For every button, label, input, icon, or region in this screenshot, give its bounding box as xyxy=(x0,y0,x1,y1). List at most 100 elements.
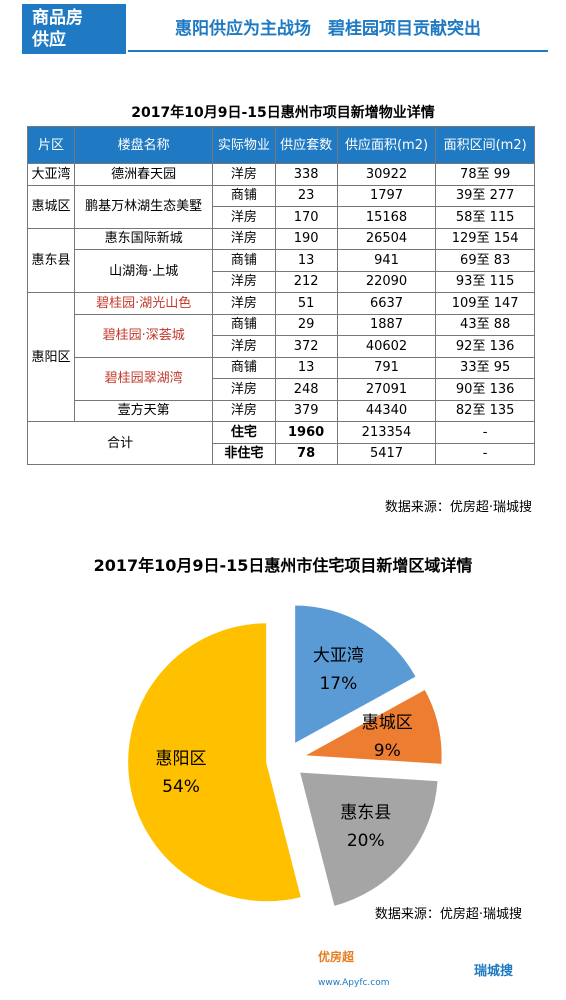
district-cell: 惠阳区 xyxy=(27,292,75,422)
url: www.Apyfc.com xyxy=(318,978,390,988)
district-cell: 惠城区 xyxy=(27,184,75,229)
project-cell: 鹏基万林湖生态美墅 xyxy=(73,184,214,229)
project-cell: 碧桂园·深荟城 xyxy=(73,313,214,358)
district-cell: 大亚湾 xyxy=(27,163,75,186)
data-cell: 30922 xyxy=(336,163,437,186)
slice-value: 9% xyxy=(374,741,401,761)
data-cell: 78至 99 xyxy=(435,163,535,186)
table-row: 惠城区 鹏基万林湖生态美墅 商铺 23 1797 39至 277 xyxy=(27,184,535,229)
tag-line: 商品房 xyxy=(32,8,83,28)
total-cell: 78 xyxy=(274,442,338,465)
total-cell: - xyxy=(435,421,535,444)
data-cell: 洋房 xyxy=(212,378,276,401)
project-cell: 碧桂园·湖光山色 xyxy=(73,292,214,315)
table-row: 洋房 248 27091 90至 136 xyxy=(28,378,535,401)
data-cell: 商铺 xyxy=(212,313,276,336)
data-cell: 洋房 xyxy=(212,292,276,315)
data-cell: 23 xyxy=(274,184,338,207)
slice-label: 惠东县 xyxy=(340,803,391,823)
data-cell: 190 xyxy=(274,227,338,250)
total-cell: 1960 xyxy=(274,421,338,444)
slice-value: 17% xyxy=(319,674,357,694)
district-cell: 惠东县 xyxy=(27,227,75,293)
total-label: 合计 xyxy=(26,421,214,465)
table-row: 惠阳区 碧桂园·湖光山色 洋房 51 6637 109至 147 xyxy=(27,292,535,422)
table-row: 壹方天第 洋房 379 44340 82至 135 xyxy=(28,399,535,422)
data-cell: 248 xyxy=(274,378,338,401)
data-cell: 6637 xyxy=(336,292,437,315)
data-cell: 13 xyxy=(274,356,338,379)
slice-value: 54% xyxy=(162,777,200,797)
data-cell: 22090 xyxy=(336,270,437,293)
total-cell: 住宅 xyxy=(212,421,276,444)
slice-label: 惠城区 xyxy=(362,713,413,733)
table-row: 洋房 372 40602 92至 136 xyxy=(28,335,535,358)
slice-value: 20% xyxy=(347,831,385,851)
table-row: 大亚湾 德洲春天园 洋房 338 30922 78至 99 xyxy=(27,163,535,186)
project-cell: 壹方天第 xyxy=(73,399,214,422)
data-cell: 29 xyxy=(274,313,338,336)
column-header: 面积区间(m2) xyxy=(435,126,535,164)
data-cell: 洋房 xyxy=(212,227,276,250)
pie-slice xyxy=(126,621,304,904)
data-cell: 51 xyxy=(274,292,338,315)
table-title: 2017年10月9日-15日惠州市项目新增物业详情 xyxy=(131,105,435,121)
total-row: 合计 住宅 1960 213354- xyxy=(26,421,535,465)
slice-label: 惠阳区 xyxy=(156,749,207,769)
data-cell: 44340 xyxy=(336,399,437,422)
pie-slice xyxy=(297,770,440,909)
data-cell: 379 xyxy=(274,399,338,422)
data-cell: 39至 277 xyxy=(435,184,535,207)
total-cell: 非住宅 xyxy=(212,442,276,465)
table-row: 碧桂园·深荟城 商铺 29 1887 43至 88 xyxy=(28,313,535,358)
pie-slice xyxy=(293,603,419,747)
table-row: 碧桂园翠湖湾 商铺 13 791 33至 95 xyxy=(28,356,535,401)
column-header: 供应面积(m2) xyxy=(336,126,437,164)
data-cell: 洋房 xyxy=(212,270,276,293)
section-tag: 商品房 供应 xyxy=(22,4,126,54)
data-cell: 33至 95 xyxy=(435,356,535,379)
data-cell: 洋房 xyxy=(212,163,276,186)
chart-title: 2017年10月9日-15日惠州市住宅项目新增区域详情 xyxy=(93,556,473,575)
data-cell: 129至 154 xyxy=(435,227,535,250)
data-cell: 商铺 xyxy=(212,249,276,272)
data-cell: 27091 xyxy=(336,378,437,401)
data-cell: 洋房 xyxy=(212,206,276,229)
project-cell: 德洲春天园 xyxy=(73,163,214,186)
project-cell: 山湖海·上城 xyxy=(73,249,214,293)
supply-table: 片区 楼盘名称 实际物业 供应套数 供应面积(m2) 面积区间(m2) 大亚湾 德洲春天园 洋房… xyxy=(26,126,535,465)
data-cell: 941 xyxy=(336,249,437,272)
column-header: 实际物业 xyxy=(212,126,276,164)
data-cell: 26504 xyxy=(336,227,437,250)
data-cell: 82至 135 xyxy=(435,399,535,422)
total-cell: - xyxy=(435,442,535,465)
source: 数据来源：优房超·瑞城搜 xyxy=(374,907,522,922)
data-cell: 93至 115 xyxy=(435,270,535,293)
data-cell: 90至 136 xyxy=(435,378,535,401)
total-cell: 213354 xyxy=(336,421,437,444)
data-cell: 15168 xyxy=(336,206,437,229)
data-cell: 1797 xyxy=(336,184,437,207)
data-cell: 109至 147 xyxy=(435,292,535,315)
data-cell: 洋房 xyxy=(212,335,276,358)
data-cell: 92至 136 xyxy=(435,335,535,358)
brand: 瑞城搜 xyxy=(474,964,514,979)
column-header: 片区 xyxy=(27,126,75,164)
data-cell: 40602 xyxy=(336,335,437,358)
table-row: 山湖海·上城 商铺 13 941 69至 83 xyxy=(28,249,535,293)
data-cell: 69至 83 xyxy=(435,249,535,272)
header-row: 片区 楼盘名称 实际物业 供应套数 供应面积(m2) 面积区间(m2) xyxy=(27,126,535,164)
data-cell: 43至 88 xyxy=(435,313,535,336)
column-header: 楼盘名称 xyxy=(73,126,214,164)
data-cell: 商铺 xyxy=(212,184,276,207)
project-cell: 碧桂园翠湖湾 xyxy=(73,356,214,401)
data-cell: 791 xyxy=(336,356,437,379)
pie-slice xyxy=(299,687,444,766)
data-cell: 洋房 xyxy=(212,399,276,422)
source: 数据来源：优房超·瑞城搜 xyxy=(384,500,532,515)
column-header: 供应套数 xyxy=(274,126,338,164)
data-cell: 58至 115 xyxy=(435,206,535,229)
data-cell: 372 xyxy=(274,335,338,358)
total-row: 非住宅 78 5417- xyxy=(28,442,535,465)
